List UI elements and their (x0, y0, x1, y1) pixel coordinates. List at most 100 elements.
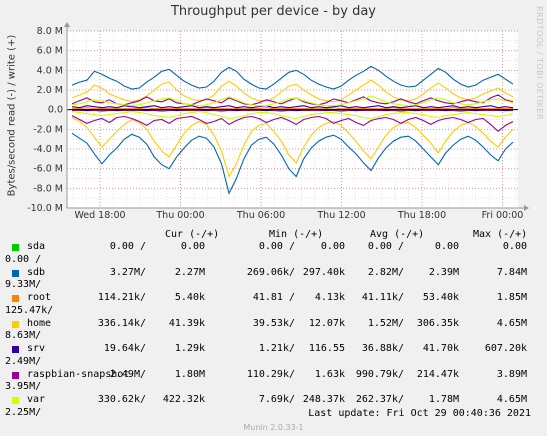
legend-min-write: 297.40k (302, 266, 345, 278)
legend-min-read: 0.00 / (258, 241, 295, 252)
legend-cur-read: 114.21k/ (97, 292, 146, 303)
legend-cur-read: 3.27M/ (109, 266, 146, 278)
legend-series-name: raspbian-snapshot (27, 368, 130, 380)
x-tick-label: Thu 12:00 (316, 210, 365, 221)
legend-max-read: 2.25M/ (5, 406, 42, 418)
legend-series-name: sda (27, 241, 46, 252)
legend-max-read: 125.47k/ (5, 304, 54, 316)
legend-max-write: 3.89M (496, 368, 527, 380)
series-line-root-write (72, 107, 513, 110)
legend-cur-read: 2.49M/ (109, 368, 146, 380)
y-tick-label: 2.0 M (37, 85, 63, 96)
legend-cur-write: 41.39k (168, 317, 205, 329)
legend-row: sdb 3.27M/2.27M 269.06k/297.40k 2.82M/2.39M… (0, 267, 547, 279)
header-min: Min (-/+) (269, 229, 324, 240)
legend-min-read: 39.53k/ (252, 317, 295, 329)
legend-min-write: 116.55 (308, 343, 345, 354)
legend-row-continued: 3.95M/ (0, 381, 547, 393)
legend-row: sda 0.00 / 0.00 0.00 / 0.00 0.00 / 0.00 0.00 (0, 241, 547, 253)
legend-series-name: root (27, 292, 52, 303)
y-tick-label: -10.0 M (27, 203, 63, 214)
legend-min-write: 248.37k (302, 394, 345, 405)
legend-cur-write: 422.32k (162, 394, 205, 405)
y-tick-label: 0.0 (48, 105, 63, 116)
legend-max-write: 4.65M (496, 317, 527, 329)
legend-series-name: srv (27, 343, 46, 354)
legend-max-write: 4.65M (496, 394, 527, 405)
legend-min-read: 269.06k/ (246, 266, 295, 278)
series-line-srv-write (71, 105, 514, 109)
x-tick-label: Thu 00:00 (155, 210, 204, 221)
legend-avg-read: 1.52M/ (367, 317, 404, 329)
legend-row-continued: 0.00 / (0, 254, 547, 266)
x-tick-label: Thu 06:00 (236, 210, 285, 221)
legend-swatch (12, 397, 19, 404)
legend-min-read: 7.69k/ (258, 394, 295, 405)
chart-title: Throughput per device - by day (170, 4, 377, 19)
legend-swatch (12, 371, 19, 379)
legend-series-name: home (27, 317, 52, 329)
legend-series-name: var (27, 394, 46, 405)
legend-min-read: 110.29k/ (246, 368, 295, 380)
legend-max-read: 9.33M/ (5, 279, 42, 290)
legend-avg-write: 214.47k (416, 368, 459, 380)
legend-row: root 114.21k/5.40k 41.81 / 4.13k 41.11k/53.4… (0, 292, 547, 304)
y-tick-label: -2.0 M (33, 124, 63, 135)
legend-cur-write: 2.27M (174, 266, 205, 278)
series-line-var-read (71, 111, 514, 120)
legend-row-continued: 8.63M/ (0, 330, 547, 342)
legend-avg-write: 306.35k (416, 317, 459, 329)
x-axis-arrow (524, 205, 529, 211)
y-tick-label: 8.0 M (37, 26, 63, 37)
y-tick-label: 4.0 M (37, 65, 63, 76)
legend-avg-read: 36.88k/ (361, 343, 404, 354)
legend-max-write: 7.84M (496, 266, 527, 278)
series-line-var-write (71, 95, 514, 107)
legend-min-write: 0.00 (320, 241, 345, 252)
legend-avg-write: 1.78M (428, 394, 459, 405)
header-cur: Cur (-/+) (165, 229, 220, 240)
x-tick-label: Thu 18:00 (397, 210, 446, 221)
series-line-home-read (71, 117, 514, 178)
legend-min-read: 41.81 / (252, 292, 295, 303)
legend-row-continued: 2.25M/ (0, 407, 547, 419)
legend-max-read: 3.95M/ (5, 381, 42, 392)
legend-avg-read: 262.37k/ (355, 394, 404, 405)
plot-area: 8.0 M 6.0 M 4.0 M 2.0 M 0.0 -2.0 M -4.0 M -6.0 … (27, 22, 529, 221)
legend-swatch (12, 244, 19, 251)
legend-avg-read: 41.11k/ (361, 292, 404, 303)
legend-swatch (12, 346, 19, 353)
legend-cur-write: 1.80M (174, 368, 205, 380)
series-line-raspbian-snapshot-write (71, 94, 514, 106)
legend-max-write: 1.85M (496, 292, 527, 303)
header-max: Max (-/+) (473, 229, 528, 240)
series-line-home-write (71, 79, 514, 103)
legend-cur-read: 0.00 / (109, 241, 146, 252)
legend-avg-read: 990.79k/ (355, 368, 404, 380)
legend-avg-read: 2.82M/ (367, 266, 404, 278)
legend-swatch (12, 269, 19, 277)
legend-max-read: 2.49M/ (5, 355, 42, 367)
rrdtool-brand: RRDTOOL / TOBI OETIKER (535, 6, 544, 121)
y-tick-label: -4.0 M (33, 144, 63, 155)
legend-swatch (12, 295, 19, 302)
legend-row: srv 19.64k/1.29k 1.21k/116.55 36.88k/41.70k… (0, 343, 547, 355)
y-tick-label: 6.0 M (37, 46, 63, 57)
series-line-sdb-read (71, 132, 514, 195)
legend-cur-read: 19.64k/ (103, 343, 146, 354)
legend-row-continued: 9.33M/ (0, 279, 547, 291)
legend-cur-write: 0.00 (180, 241, 205, 252)
legend-cur-write: 5.40k (174, 292, 205, 303)
legend-row: home 336.14k/41.39k 39.53k/12.07k 1.52M/306… (0, 318, 547, 330)
legend-avg-write: 0.00 (434, 241, 459, 252)
legend-row-continued: 2.49M/ (0, 356, 547, 368)
legend-series-name: sdb (27, 266, 46, 278)
x-tick-label: Fri 00:00 (482, 210, 524, 221)
legend-max-read: 8.63M/ (5, 330, 42, 341)
legend-min-write: 12.07k (308, 317, 345, 329)
legend-row: var 330.62k/422.32k 7.69k/248.37k 262.37k/1… (0, 394, 547, 406)
legend-max-read: 0.00 / (5, 253, 42, 265)
legend-header: Cur (-/+) Min (-/+) Avg (-/+) Max (-/+) (0, 229, 547, 241)
legend-cur-read: 336.14k/ (97, 317, 146, 329)
